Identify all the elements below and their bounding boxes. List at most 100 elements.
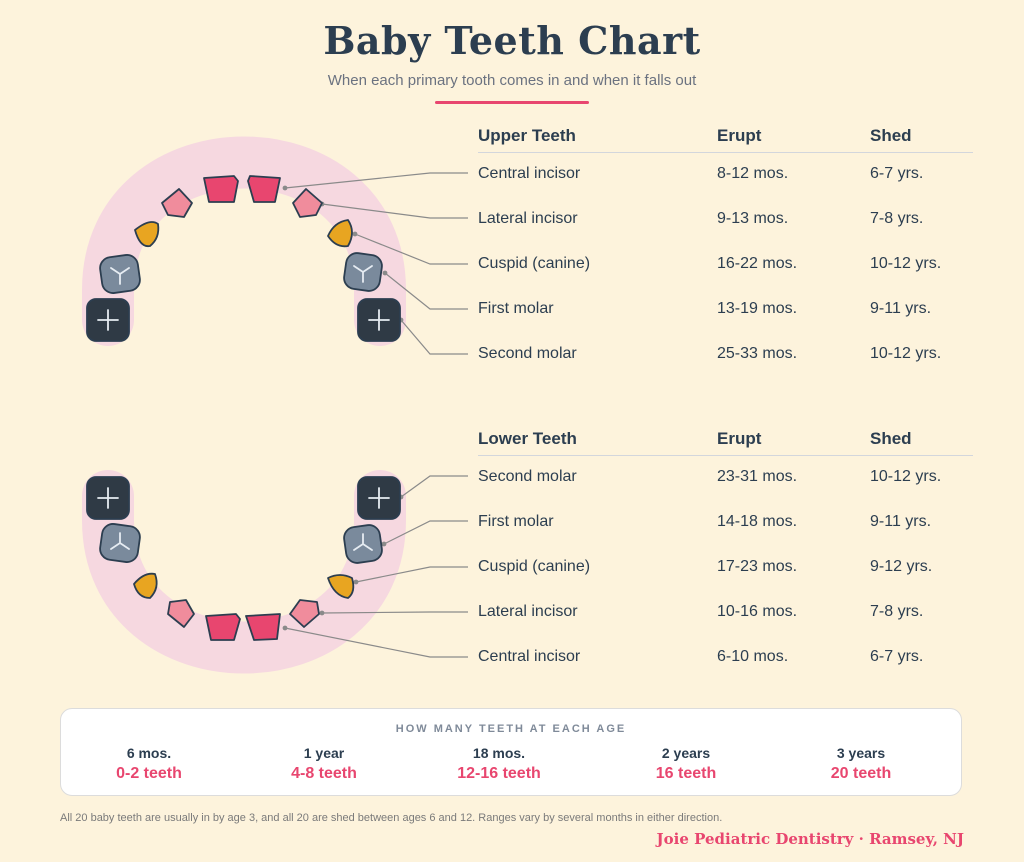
table-row: Lateral incisor 9-13 mos. 7-8 yrs. (478, 198, 973, 243)
count-item: 2 years 16 teeth (598, 745, 774, 783)
count-age: 18 mos. (472, 745, 526, 761)
shed-range: 10-12 yrs. (870, 468, 942, 485)
lower-lateral-incisor-left (167, 599, 195, 628)
count-item: 6 mos. 0-2 teeth (61, 745, 237, 783)
shed-range: 6-7 yrs. (870, 648, 924, 665)
upper-central-incisor-left (203, 175, 239, 203)
tooth-name: Second molar (478, 468, 577, 485)
lower-leader-lines (284, 475, 468, 658)
upper-canine-right (327, 219, 353, 248)
lower-header-shed: Shed (870, 429, 912, 448)
shed-range: 7-8 yrs. (870, 603, 924, 620)
leader-lower-lateral-incisor (321, 611, 468, 614)
table-row: Second molar 23-31 mos. 10-12 yrs. (478, 456, 973, 501)
erupt-range: 13-19 mos. (717, 300, 798, 317)
shed-range: 6-7 yrs. (870, 165, 924, 182)
table-row: Cuspid (canine) 16-22 mos. 10-12 yrs. (478, 243, 973, 288)
leader-upper-first-molar (384, 272, 468, 310)
count-age: 3 years (836, 745, 886, 761)
lower-lateral-incisor-right (289, 599, 320, 628)
tooth-name: Lateral incisor (478, 603, 578, 620)
tooth-name: Cuspid (canine) (478, 255, 591, 272)
shed-range: 10-12 yrs. (870, 345, 942, 362)
upper-table-header: Upper Teeth Erupt Shed (478, 114, 973, 153)
table-row: Central incisor 8-12 mos. 6-7 yrs. (478, 153, 973, 198)
count-teeth: 4-8 teeth (291, 765, 357, 782)
erupt-range: 6-10 mos. (717, 648, 789, 665)
erupt-range: 10-16 mos. (717, 603, 798, 620)
tooth-name: Central incisor (478, 648, 581, 665)
page-subtitle: When each primary tooth comes in and whe… (327, 72, 697, 89)
tooth-name: First molar (478, 300, 554, 317)
tooth-name: Lateral incisor (478, 210, 578, 227)
upper-leader-lines (284, 172, 468, 355)
upper-lateral-incisor-right (292, 188, 323, 218)
upper-canine-left (134, 221, 160, 248)
lower-canine-left (133, 572, 158, 599)
footnote: All 20 baby teeth are usually in by age … (60, 812, 723, 824)
upper-molar-markings (97, 265, 390, 331)
tooth-name: First molar (478, 513, 554, 530)
title-underline (435, 101, 589, 104)
table-row: Central incisor 6-10 mos. 6-7 yrs. (478, 636, 973, 681)
lower-table-header: Lower Teeth Erupt Shed (478, 417, 973, 456)
tooth-name: Cuspid (canine) (478, 558, 591, 575)
count-teeth: 20 teeth (830, 765, 892, 782)
lower-teeth-table: Lower Teeth Erupt Shed Second molar 23-3… (478, 417, 973, 681)
erupt-range: 9-13 mos. (717, 210, 789, 227)
erupt-range: 8-12 mos. (717, 165, 789, 182)
upper-central-incisor-right (247, 175, 281, 203)
shed-range: 10-12 yrs. (870, 255, 942, 272)
count-item: 18 mos. 12-16 teeth (411, 745, 587, 783)
count-age: 2 years (661, 745, 711, 761)
count-item: 3 years 20 teeth (773, 745, 949, 783)
lower-arch-band (82, 470, 406, 674)
table-row: Cuspid (canine) 17-23 mos. 9-12 yrs. (478, 546, 973, 591)
shed-range: 9-11 yrs. (870, 300, 932, 317)
tooth-name: Central incisor (478, 165, 581, 182)
leader-upper-canine (354, 233, 468, 265)
leader-upper-second-molar (400, 319, 468, 355)
teeth-count-panel: HOW MANY TEETH AT EACH AGE 6 mos. 0-2 te… (60, 708, 962, 796)
leader-upper-central-incisor (284, 172, 468, 189)
leader-upper-lateral-incisor (321, 203, 468, 219)
upper-lateral-incisor-left (161, 188, 193, 218)
count-teeth: 16 teeth (655, 765, 717, 782)
table-row: First molar 13-19 mos. 9-11 yrs. (478, 288, 973, 333)
upper-teeth-table: Upper Teeth Erupt Shed Central incisor 8… (478, 114, 973, 378)
page-title: Baby Teeth Chart (323, 18, 701, 63)
table-row: Second molar 25-33 mos. 10-12 yrs. (478, 333, 973, 378)
count-age: 6 mos. (126, 745, 172, 761)
lower-header-erupt: Erupt (717, 429, 762, 448)
lower-central-incisor-left (205, 613, 241, 641)
upper-header-shed: Shed (870, 126, 912, 145)
count-age: 1 year (303, 745, 345, 761)
table-row: First molar 14-18 mos. 9-11 yrs. (478, 501, 973, 546)
brand-signature: Joie Pediatric Dentistry · Ramsey, NJ (656, 830, 964, 848)
shed-range: 7-8 yrs. (870, 210, 924, 227)
upper-header-tooth: Upper Teeth (478, 126, 576, 145)
count-teeth: 12-16 teeth (457, 765, 541, 782)
lower-central-incisor-right (245, 613, 281, 641)
erupt-range: 14-18 mos. (717, 513, 798, 530)
count-teeth: 0-2 teeth (116, 765, 182, 782)
leader-lower-second-molar (400, 475, 468, 498)
erupt-range: 25-33 mos. (717, 345, 798, 362)
erupt-range: 23-31 mos. (717, 468, 798, 485)
leader-lower-central-incisor (284, 627, 468, 658)
teeth-count-title: HOW MANY TEETH AT EACH AGE (395, 723, 627, 735)
erupt-range: 16-22 mos. (717, 255, 798, 272)
leader-lower-first-molar (383, 520, 468, 545)
shed-range: 9-12 yrs. (870, 558, 933, 575)
lower-molar-markings (97, 487, 390, 551)
leader-lower-canine (355, 566, 468, 583)
erupt-range: 17-23 mos. (717, 558, 798, 575)
lower-canine-right (327, 574, 355, 599)
upper-arch-band (82, 136, 406, 346)
lower-header-tooth: Lower Teeth (478, 429, 577, 448)
tooth-name: Second molar (478, 345, 577, 362)
upper-header-erupt: Erupt (717, 126, 762, 145)
count-item: 1 year 4-8 teeth (236, 745, 412, 783)
shed-range: 9-11 yrs. (870, 513, 932, 530)
